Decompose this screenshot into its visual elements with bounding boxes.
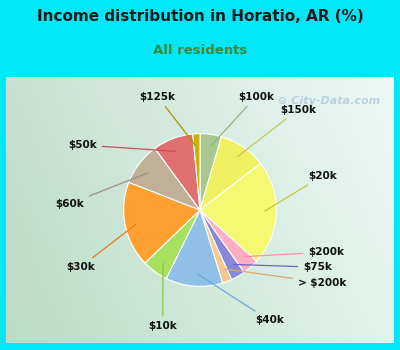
Wedge shape xyxy=(200,137,260,210)
Text: $200k: $200k xyxy=(244,247,344,257)
Text: All residents: All residents xyxy=(153,44,247,57)
Wedge shape xyxy=(129,148,200,210)
Text: $75k: $75k xyxy=(234,262,332,272)
Wedge shape xyxy=(155,134,200,210)
Text: $100k: $100k xyxy=(211,92,274,146)
Wedge shape xyxy=(200,134,222,210)
Text: $60k: $60k xyxy=(55,173,148,209)
Wedge shape xyxy=(193,134,200,210)
Wedge shape xyxy=(124,182,200,263)
Wedge shape xyxy=(200,210,232,283)
Text: $40k: $40k xyxy=(197,274,284,326)
Text: $20k: $20k xyxy=(265,171,337,211)
Text: $10k: $10k xyxy=(148,263,177,331)
Wedge shape xyxy=(200,210,244,280)
Text: Income distribution in Horatio, AR (%): Income distribution in Horatio, AR (%) xyxy=(37,9,363,24)
Text: $125k: $125k xyxy=(140,92,195,145)
Text: $30k: $30k xyxy=(66,224,136,272)
Wedge shape xyxy=(166,210,222,286)
Text: $50k: $50k xyxy=(68,140,175,151)
Wedge shape xyxy=(200,163,276,261)
Text: ⊙ City-Data.com: ⊙ City-Data.com xyxy=(278,96,380,106)
Wedge shape xyxy=(145,210,200,279)
Text: > $200k: > $200k xyxy=(225,269,346,288)
Text: $150k: $150k xyxy=(238,105,316,156)
Wedge shape xyxy=(200,210,257,272)
